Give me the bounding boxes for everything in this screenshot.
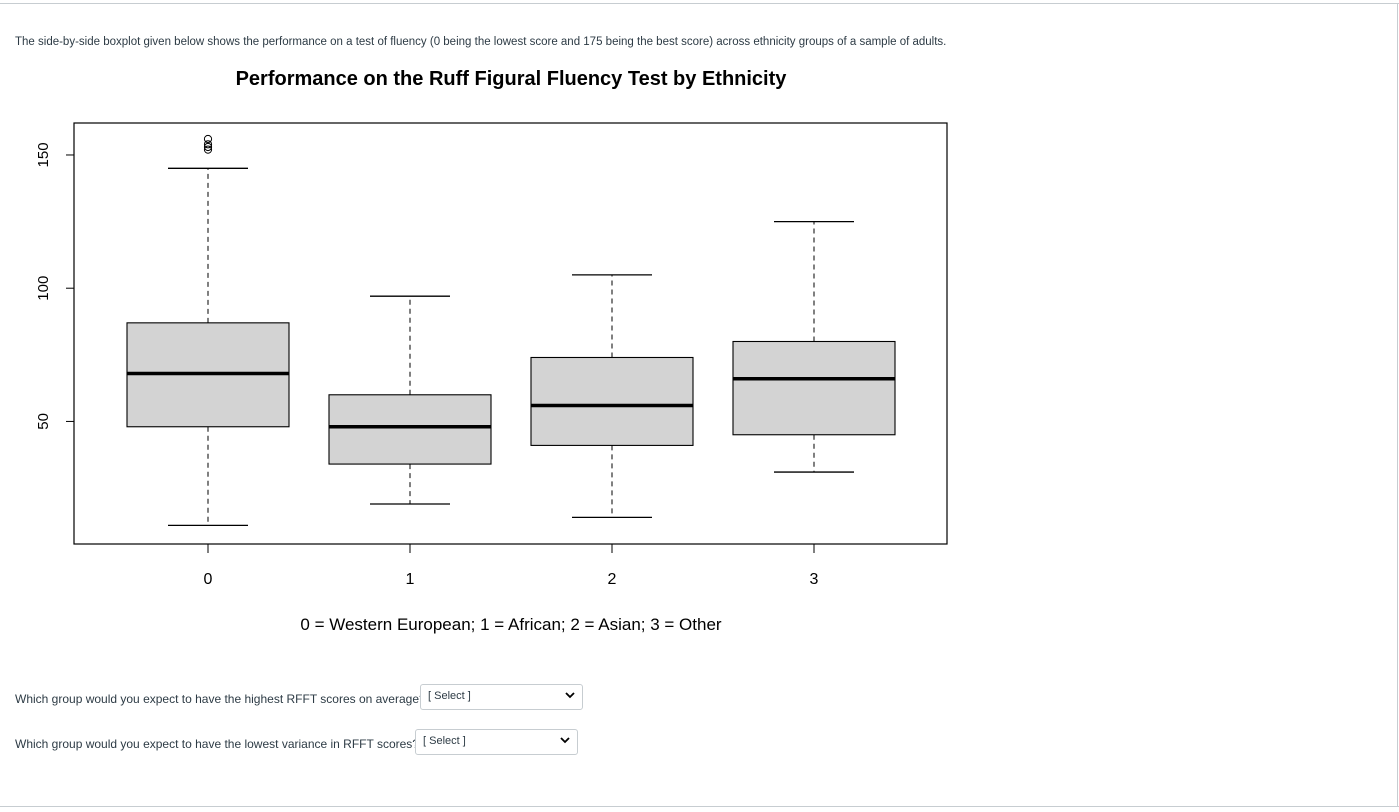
y-tick-label: 100 (35, 276, 52, 301)
boxplot-chart: Performance on the Ruff Figural Fluency … (35, 68, 948, 634)
outlier-point (203, 134, 213, 144)
iqr-box (530, 356, 694, 446)
y-tick-label: 150 (35, 142, 52, 167)
outlier-point (203, 140, 213, 149)
chevron-down-icon (559, 734, 571, 749)
x-axis-label: 0 = Western European; 1 = African; 2 = A… (300, 615, 722, 634)
outlier-point (203, 145, 213, 154)
iqr-box (328, 394, 492, 465)
x-tick-label: 1 (406, 571, 415, 588)
iqr-box (732, 340, 896, 436)
x-tick-label: 2 (608, 571, 617, 588)
highest-average-select[interactable]: [ Select ] (420, 684, 583, 710)
top-divider (0, 3, 1399, 4)
y-tick-label: 50 (35, 413, 52, 430)
box-3 (732, 220, 896, 473)
box-2 (530, 274, 694, 519)
question-highest-average: Which group would you expect to have the… (15, 692, 426, 706)
question-lowest-variance: Which group would you expect to have the… (15, 737, 419, 751)
x-tick-label: 0 (204, 571, 213, 588)
x-tick-label: 3 (810, 571, 819, 588)
boxes-group (126, 134, 896, 526)
chart-title: Performance on the Ruff Figural Fluency … (236, 68, 788, 90)
bottom-divider (0, 806, 1399, 807)
box-0 (126, 134, 290, 526)
outlier-point (203, 142, 213, 152)
plot-frame (73, 122, 948, 545)
lowest-variance-select[interactable]: [ Select ] (415, 729, 578, 755)
box-1 (328, 295, 492, 505)
x-axis: 0 1 2 3 (204, 544, 819, 588)
y-axis: 50 100 150 (35, 142, 74, 430)
select-value: [ Select ] (423, 735, 466, 747)
intro-text: The side-by-side boxplot given below sho… (15, 36, 947, 48)
right-divider (1397, 3, 1398, 807)
select-value: [ Select ] (428, 690, 471, 702)
chevron-down-icon (564, 689, 576, 704)
